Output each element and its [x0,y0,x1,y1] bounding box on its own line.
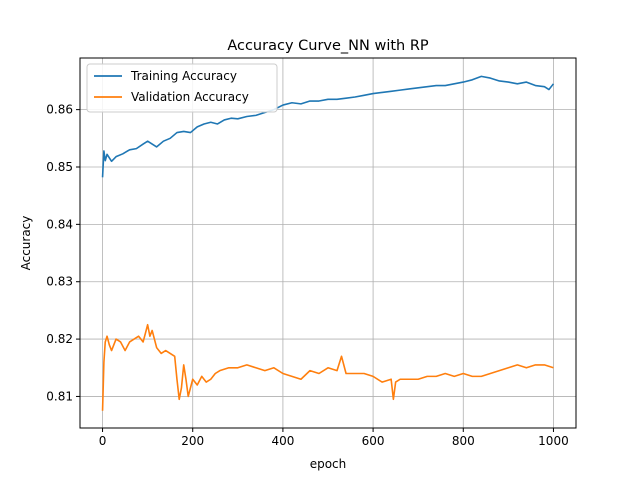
y-tick-label: 0.82 [46,332,73,346]
legend-label-training: Training Accuracy [130,69,237,83]
y-tick-label: 0.84 [46,217,73,231]
legend-box [86,63,278,113]
validation-accuracy-line [101,323,554,411]
y-tick-label: 0.83 [46,275,73,289]
tick-layer: 0 200 400 600 800 1000 0.81 0.82 0.83 0.84 0.85 0.8… [46,103,568,448]
y-tick-label: 0.81 [46,389,73,403]
y-tick-label: 0.86 [46,103,73,117]
y-tick-label: 0.85 [46,160,73,174]
legend: Training Accuracy Validation Accuracy [86,63,278,113]
x-axis-label: epoch [310,457,347,471]
x-tick-label: 800 [452,434,475,448]
x-tick-label: 1000 [538,434,569,448]
x-tick-label: 0 [99,434,107,448]
training-accuracy-line [101,75,555,178]
series-layer [101,75,555,411]
plot-frame [79,57,577,429]
x-tick-label: 200 [181,434,204,448]
grid-layer [80,58,576,428]
x-tick-label: 600 [362,434,385,448]
chart-title: Accuracy Curve_NN with RP [227,38,429,54]
legend-label-validation: Validation Accuracy [131,90,249,104]
x-tick-label: 400 [271,434,294,448]
y-axis-label: Accuracy [19,216,33,271]
